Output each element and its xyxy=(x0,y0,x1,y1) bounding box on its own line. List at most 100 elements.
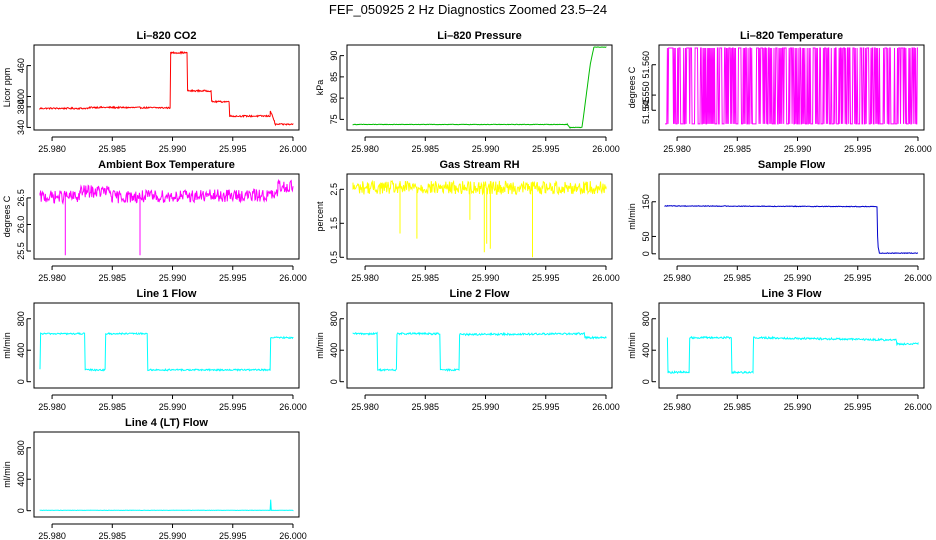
chart-panel-8: Line 2 Flow 25.980 25.985 25.990 25.995 26.00… xyxy=(315,288,620,412)
y-tick-label: 90 xyxy=(329,51,339,61)
y-axis-label: ml/min xyxy=(627,203,637,230)
y-tick-label: 800 xyxy=(16,311,26,326)
series-line xyxy=(39,499,294,512)
plot-frame xyxy=(346,44,613,131)
figure-title: FEF_050925 2 Hz Diagnostics Zoomed 23.5–… xyxy=(329,2,607,17)
x-tick-label: 25.995 xyxy=(219,402,247,412)
x-tick-label: 26.000 xyxy=(904,273,932,283)
x-tick-label: 25.990 xyxy=(784,273,812,283)
y-axis-label: ml/min xyxy=(627,332,637,359)
x-tick-label: 25.980 xyxy=(38,531,66,540)
chart-title: Li–820 CO2 xyxy=(137,30,197,42)
chart-panel-4: Ambient Box Temperature 25.980 25.985 25.99… xyxy=(2,159,307,283)
x-tick-label: 25.980 xyxy=(38,144,66,154)
x-tick-label: 25.985 xyxy=(99,531,127,540)
series-line xyxy=(352,179,607,258)
series-line xyxy=(39,332,294,372)
y-axis-label: ml/min xyxy=(2,461,12,488)
x-tick-label: 25.995 xyxy=(532,144,560,154)
y-tick-label: 50 xyxy=(641,231,651,241)
y-tick-label: 75 xyxy=(329,114,339,124)
x-tick-label: 26.000 xyxy=(279,273,307,283)
y-tick-label: 2.5 xyxy=(329,183,339,196)
y-tick-label: 85 xyxy=(329,72,339,82)
y-tick-label: 0.5 xyxy=(329,251,339,264)
x-tick-label: 25.980 xyxy=(38,273,66,283)
x-tick-label: 26.000 xyxy=(279,531,307,540)
y-tick-label: 1.5 xyxy=(329,217,339,230)
plot-frame xyxy=(658,302,925,389)
chart-panel-5: Gas Stream RH 25.980 25.985 25.990 25.995 26.… xyxy=(315,159,620,283)
y-axis-label: ml/min xyxy=(2,332,12,359)
y-tick-label: 0 xyxy=(16,508,26,513)
x-tick-label: 25.980 xyxy=(663,144,691,154)
x-tick-label: 25.985 xyxy=(724,144,752,154)
series-line xyxy=(352,331,607,372)
y-tick-label: 51.550 xyxy=(641,81,651,109)
x-tick-label: 25.985 xyxy=(724,273,752,283)
x-tick-label: 25.980 xyxy=(38,402,66,412)
y-tick-label: 400 xyxy=(329,343,339,358)
x-tick-label: 26.000 xyxy=(592,402,620,412)
x-tick-label: 25.990 xyxy=(472,144,500,154)
y-tick-label: 26.0 xyxy=(16,216,26,234)
plot-frame xyxy=(658,173,925,260)
chart-title: Line 2 Flow xyxy=(450,288,510,300)
y-tick-label: 380 xyxy=(16,99,26,114)
y-axis-label: degrees C xyxy=(2,195,12,237)
y-tick-label: 0 xyxy=(641,251,651,256)
x-tick-label: 25.990 xyxy=(784,144,812,154)
chart-panel-9: Line 3 Flow 25.980 25.985 25.990 25.995 26.00… xyxy=(627,288,932,412)
chart-panel-2: Li–820 Pressure 25.980 25.985 25.990 25.995 2… xyxy=(315,30,620,154)
chart-panel-1: Li–820 CO2 25.980 25.985 25.990 25.995 26.000… xyxy=(2,30,307,154)
y-tick-label: 800 xyxy=(641,311,651,326)
y-tick-label: 400 xyxy=(16,343,26,358)
plot-frame xyxy=(33,173,300,260)
x-tick-label: 25.995 xyxy=(844,273,872,283)
x-tick-label: 25.990 xyxy=(159,402,187,412)
x-tick-label: 25.995 xyxy=(219,273,247,283)
y-axis-label: ml/min xyxy=(315,332,325,359)
x-tick-label: 25.985 xyxy=(412,273,440,283)
x-tick-label: 25.995 xyxy=(532,273,560,283)
y-tick-label: 80 xyxy=(329,93,339,103)
x-tick-label: 25.990 xyxy=(159,531,187,540)
x-tick-label: 26.000 xyxy=(592,273,620,283)
chart-title: Line 4 (LT) Flow xyxy=(125,417,208,429)
y-tick-label: 340 xyxy=(16,120,26,135)
x-tick-label: 25.990 xyxy=(784,402,812,412)
chart-title: Sample Flow xyxy=(758,159,826,171)
y-tick-label: 51.545 xyxy=(641,97,651,125)
series-line xyxy=(664,204,919,255)
chart-title: Line 3 Flow xyxy=(762,288,822,300)
x-tick-label: 25.995 xyxy=(532,402,560,412)
chart-title: Ambient Box Temperature xyxy=(98,159,235,171)
chart-title: Li–820 Temperature xyxy=(740,30,843,42)
x-tick-label: 25.985 xyxy=(724,402,752,412)
x-tick-label: 26.000 xyxy=(904,144,932,154)
x-tick-label: 26.000 xyxy=(904,402,932,412)
x-tick-label: 25.995 xyxy=(219,531,247,540)
x-tick-label: 25.985 xyxy=(412,144,440,154)
y-axis-label: kPa xyxy=(315,80,325,96)
chart-panel-7: Line 1 Flow 25.980 25.985 25.990 25.995 26.00… xyxy=(2,288,307,412)
chart-panel-3: Li–820 Temperature 25.980 25.985 25.990 25.9… xyxy=(627,30,932,154)
y-tick-label: 25.5 xyxy=(16,242,26,260)
chart-title: Line 1 Flow xyxy=(137,288,197,300)
x-tick-label: 25.985 xyxy=(412,402,440,412)
y-tick-label: 26.5 xyxy=(16,189,26,207)
y-tick-label: 460 xyxy=(16,58,26,73)
chart-panel-6: Sample Flow 25.980 25.985 25.990 25.995 26.00… xyxy=(627,159,932,283)
x-tick-label: 26.000 xyxy=(592,144,620,154)
chart-title: Li–820 Pressure xyxy=(437,30,521,42)
x-tick-label: 25.980 xyxy=(351,144,379,154)
x-tick-label: 25.990 xyxy=(472,273,500,283)
chart-panel-10: Line 4 (LT) Flow 25.980 25.985 25.990 25.995… xyxy=(2,417,307,540)
plot-frame xyxy=(33,431,300,518)
plot-frame xyxy=(33,302,300,389)
y-tick-label: 400 xyxy=(16,89,26,104)
plot-frame xyxy=(346,173,613,260)
x-tick-label: 25.980 xyxy=(663,402,691,412)
x-tick-label: 25.980 xyxy=(351,273,379,283)
x-tick-label: 25.995 xyxy=(844,144,872,154)
